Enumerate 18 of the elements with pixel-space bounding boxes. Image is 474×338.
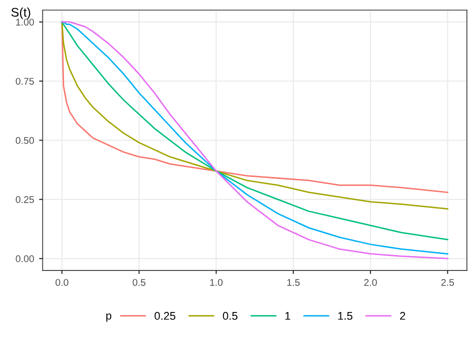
legend-title: p	[106, 314, 112, 322]
legend-label: 1	[285, 312, 290, 320]
y-axis-title: S(t)	[11, 8, 30, 20]
x-tick-label: 0.5	[132, 278, 146, 286]
legend-label: 0.5	[222, 312, 238, 320]
y-tick-label: 0.75	[16, 78, 34, 85]
x-tick-label: 2.5	[441, 278, 454, 286]
y-tick-label: 0.00	[16, 255, 34, 262]
x-tick-label: 1.5	[287, 279, 300, 286]
y-tick-label: 0.50	[16, 137, 34, 144]
x-tick-label: 0.0	[56, 278, 68, 286]
y-tick-label: 0.25	[16, 196, 34, 204]
legend-label: 0.25	[154, 312, 176, 320]
legend-label: 1.5	[338, 312, 352, 320]
legend-label: 2	[400, 312, 406, 320]
x-tick-label: 2.0	[364, 278, 377, 286]
y-tick-label: 1.00	[16, 18, 34, 26]
x-tick-label: 1.0	[210, 278, 223, 286]
